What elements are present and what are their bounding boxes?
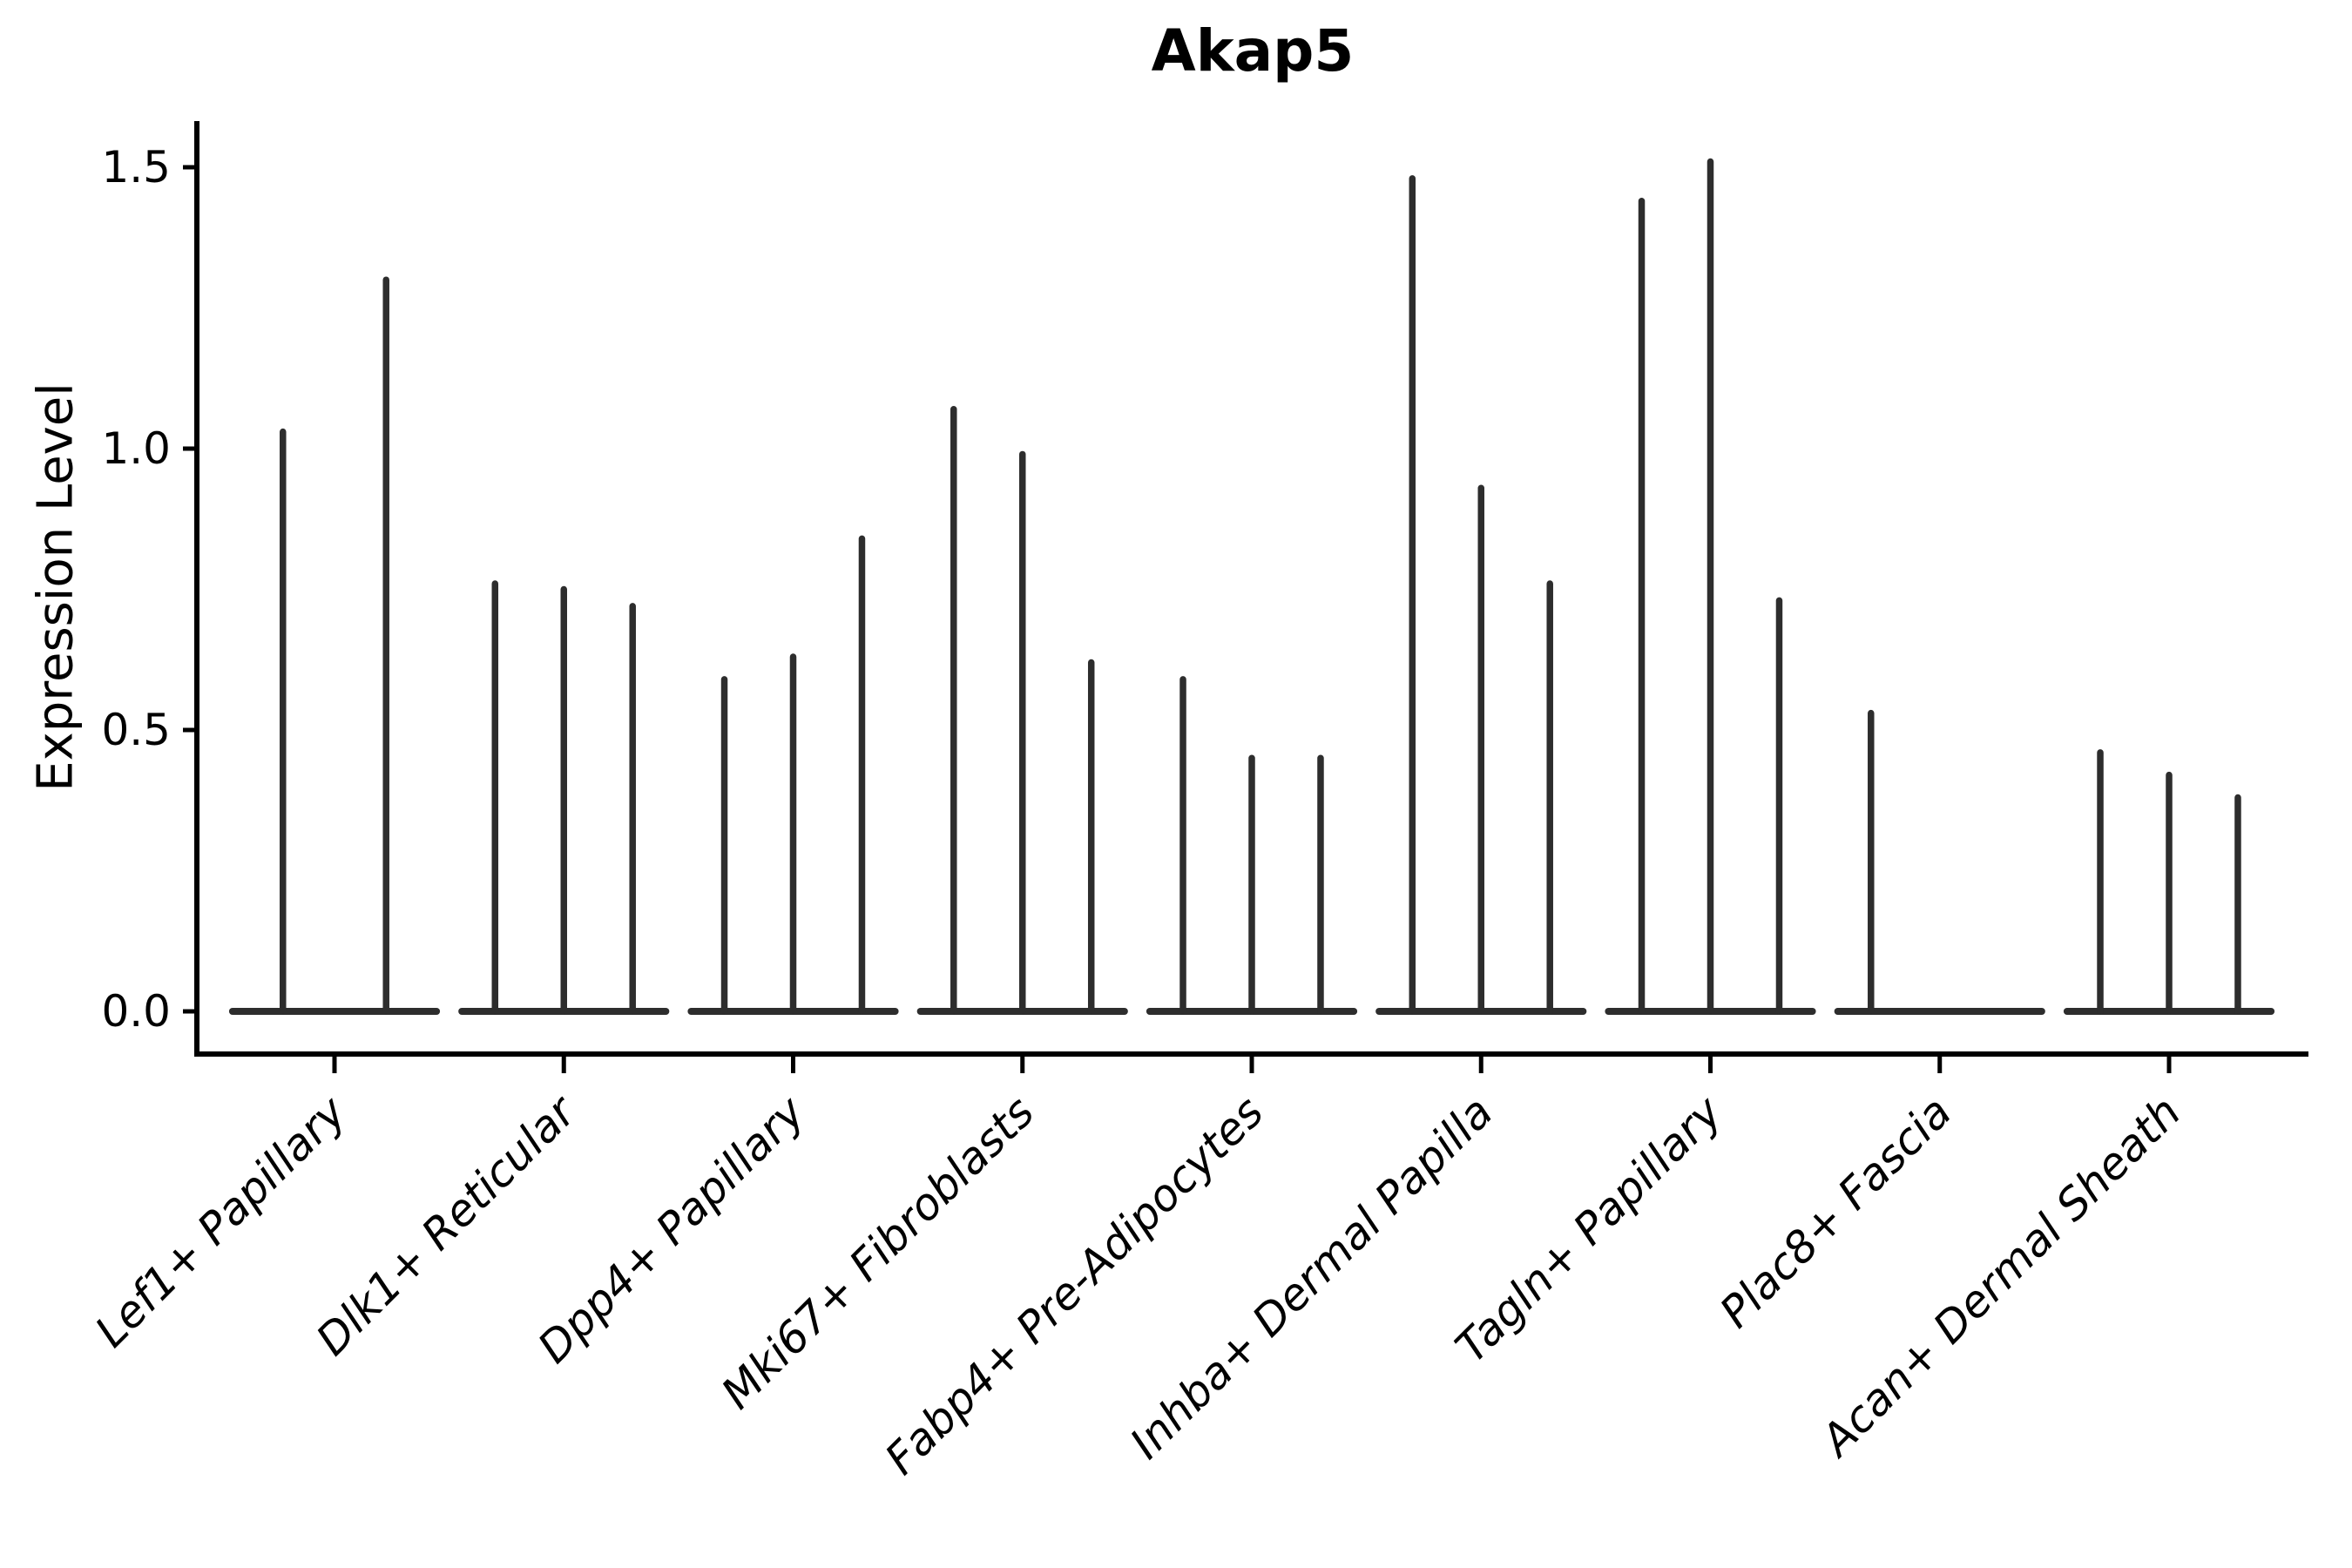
y-axis-label: Expression Level — [27, 382, 84, 792]
x-tick-label: Plac8+ Fascia — [1710, 1086, 1961, 1337]
y-tick-label: 1.5 — [101, 142, 171, 193]
y-tick-label: 1.0 — [101, 423, 171, 474]
x-tick-label: Inhba+ Dermal Papilla — [1120, 1086, 1502, 1468]
y-tick-label: 0.5 — [101, 705, 171, 755]
x-tick-label: Fabp4+ Pre-Adipocytes — [875, 1086, 1274, 1484]
x-tick-label: Lef1+ Papillary — [85, 1085, 356, 1356]
x-tick-label: Acan+ Dermal Sheath — [1810, 1086, 2191, 1467]
violin-baseline — [1834, 1008, 2045, 1015]
y-tick-label: 0.0 — [101, 986, 171, 1037]
violin-baseline — [228, 1008, 441, 1015]
chart-title: Akap5 — [1151, 17, 1355, 84]
